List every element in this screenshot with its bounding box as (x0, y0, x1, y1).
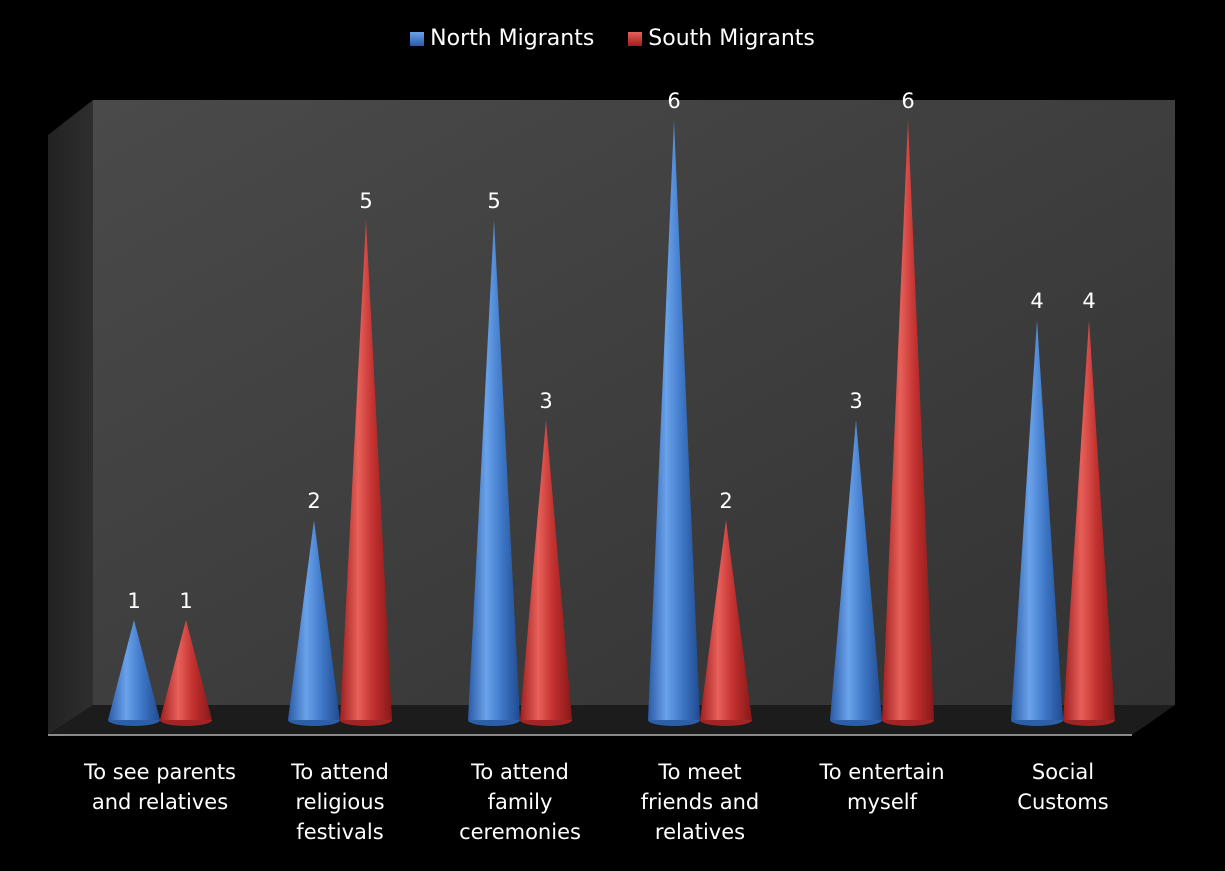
legend-item-north: North Migrants (410, 26, 594, 51)
category-label-line: religious (295, 790, 385, 814)
category-label-0: To see parents and relatives (65, 757, 255, 817)
category-label-line: To attend (291, 760, 389, 784)
data-label-south-1: 5 (359, 189, 372, 213)
legend-item-south: South Migrants (628, 26, 815, 51)
legend: North Migrants South Migrants (0, 26, 1225, 51)
category-label-4: To entertain myself (787, 757, 977, 817)
data-label-south-4: 6 (901, 89, 914, 113)
category-label-line: Social (1031, 760, 1095, 784)
data-label-north-3: 6 (667, 89, 680, 113)
cone-north-4 (830, 420, 882, 720)
legend-label-north: North Migrants (430, 26, 595, 51)
category-label-5: Social Customs (968, 757, 1158, 817)
data-label-north-5: 4 (1030, 289, 1043, 313)
cone-south-5 (1063, 320, 1115, 720)
back-wall (93, 100, 1175, 705)
data-label-south-5: 4 (1082, 289, 1095, 313)
cone-north-1 (288, 520, 340, 720)
category-label-line: To see parents (83, 760, 236, 784)
data-label-south-2: 3 (539, 389, 552, 413)
cone-north-5 (1011, 320, 1063, 720)
category-label-line: and relatives (91, 790, 229, 814)
cone-north-2 (468, 220, 520, 720)
cone-south-3 (700, 520, 752, 720)
side-wall (48, 100, 93, 735)
legend-swatch-north (410, 31, 425, 46)
data-label-north-1: 2 (307, 489, 320, 513)
category-label-line: Customs (1017, 790, 1109, 814)
data-label-north-2: 5 (487, 189, 500, 213)
category-label-line: family (487, 790, 553, 814)
category-label-line: festivals (296, 820, 384, 844)
category-label-2: To attend family ceremonies (425, 757, 615, 847)
data-label-north-0: 1 (127, 589, 140, 613)
legend-swatch-south (628, 31, 643, 46)
cone-south-4 (882, 120, 934, 720)
cone-north-3 (648, 120, 700, 720)
cone-north-0 (108, 620, 160, 720)
chart-floor (48, 705, 1175, 735)
category-label-line: relatives (654, 820, 746, 844)
category-label-line: To meet (658, 760, 742, 784)
category-label-line: ceremonies (459, 820, 581, 844)
category-label-3: To meet friends and relatives (605, 757, 795, 847)
category-label-line: myself (847, 790, 917, 814)
category-label-1: To attend religious festivals (245, 757, 435, 847)
cone-south-1 (340, 220, 392, 720)
category-label-line: To entertain (819, 760, 945, 784)
category-label-line: To attend (471, 760, 569, 784)
cone-south-2 (520, 420, 572, 720)
data-label-north-4: 3 (849, 389, 862, 413)
legend-label-south: South Migrants (648, 26, 815, 51)
category-label-line: friends and (640, 790, 760, 814)
data-label-south-3: 2 (719, 489, 732, 513)
cone-south-0 (160, 620, 212, 720)
data-label-south-0: 1 (179, 589, 192, 613)
cone-series-group: 1 1 2 5 5 3 6 2 3 6 4 4 (108, 89, 1115, 726)
